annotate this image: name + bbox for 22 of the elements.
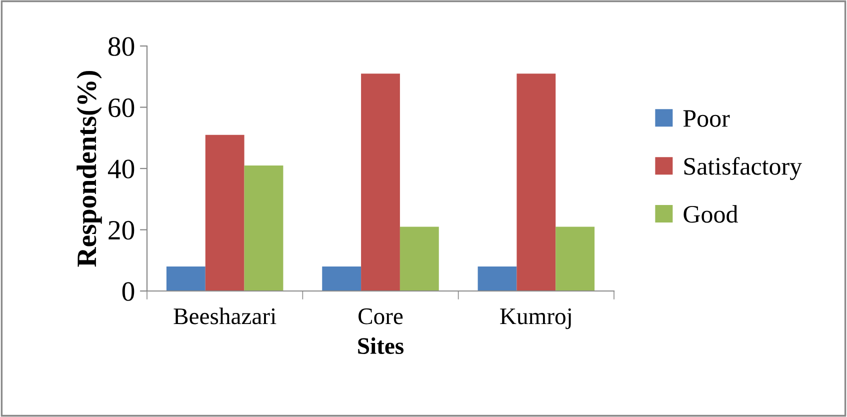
x-axis-title: Sites: [358, 337, 404, 354]
y-tick-label: 0: [122, 282, 134, 301]
bar: [205, 134, 244, 291]
y-tick-label: 20: [108, 220, 134, 240]
y-axis-title: Respondents(%): [76, 70, 102, 267]
bar: [322, 266, 362, 291]
legend-label: Satisfactory: [684, 157, 802, 180]
bar: [361, 74, 400, 291]
x-tick-label: Core: [358, 308, 403, 324]
legend-label: Good: [684, 205, 738, 223]
y-tick-label: 40: [108, 160, 134, 178]
bar: [244, 165, 284, 291]
bar: [166, 266, 206, 291]
bar: [400, 226, 439, 291]
legend-label: Poor: [683, 110, 730, 127]
y-tick-label: 80: [108, 37, 134, 56]
y-tick-label: 60: [108, 98, 134, 118]
bar: [478, 266, 517, 291]
bar: [516, 74, 556, 291]
x-tick-label: Kumroj: [500, 308, 571, 330]
x-tick-label: Beeshazari: [174, 308, 276, 324]
bar: [556, 226, 595, 291]
